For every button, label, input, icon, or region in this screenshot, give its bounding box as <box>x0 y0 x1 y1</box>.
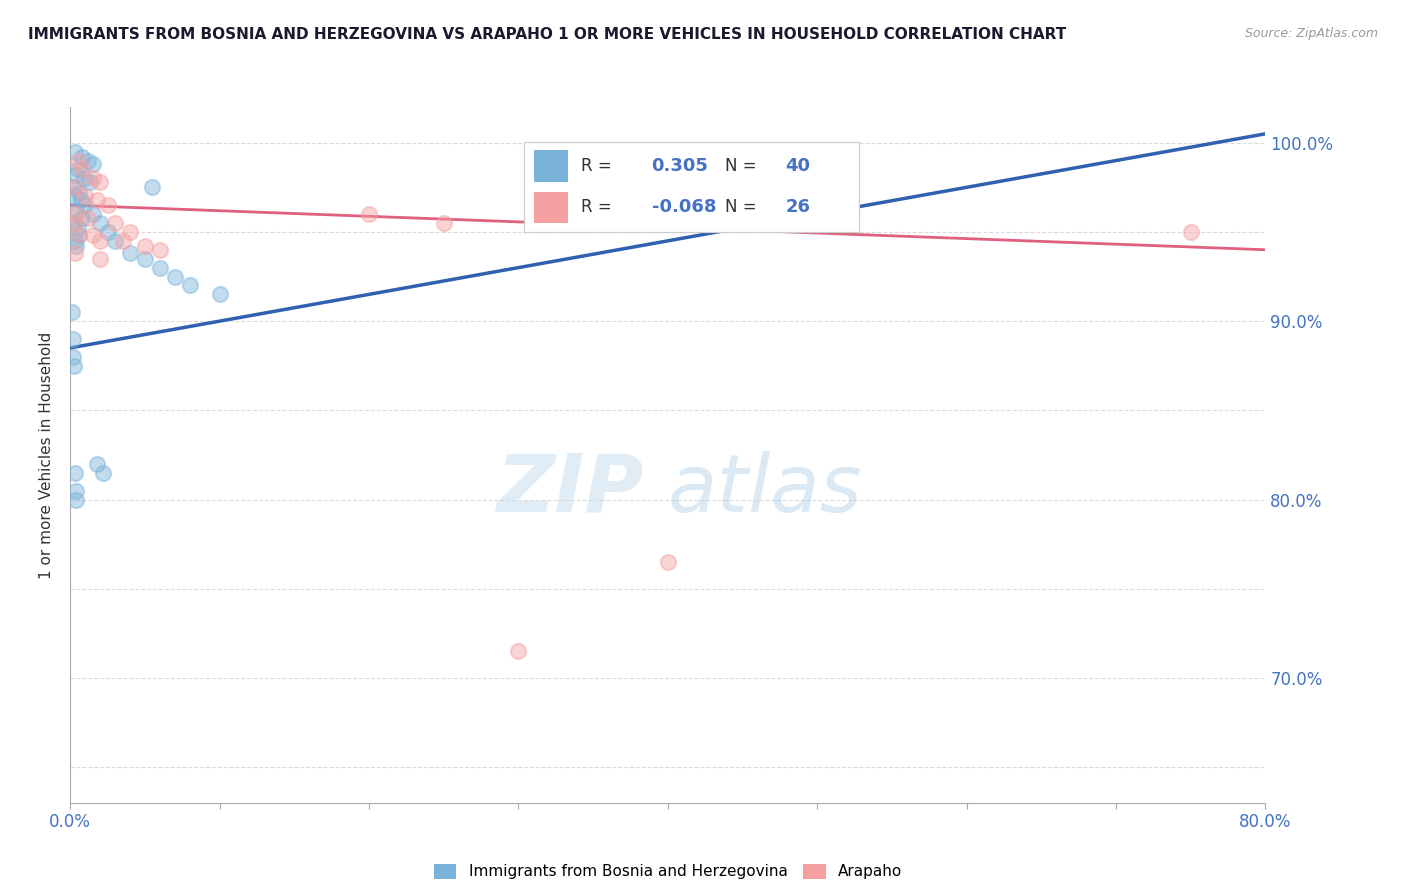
Point <box>208 287 231 301</box>
Text: 0.305: 0.305 <box>651 157 709 175</box>
Point <box>70 150 93 164</box>
Text: 26: 26 <box>786 198 810 216</box>
Point <box>62 332 84 346</box>
Point <box>65 483 87 498</box>
Point <box>70 162 93 177</box>
Point <box>67 228 90 243</box>
Text: IMMIGRANTS FROM BOSNIA AND HERZEGOVINA VS ARAPAHO 1 OR MORE VEHICLES IN HOUSEHOL: IMMIGRANTS FROM BOSNIA AND HERZEGOVINA V… <box>28 27 1066 42</box>
Point <box>60 305 83 319</box>
Point <box>82 157 104 171</box>
Point <box>65 207 87 221</box>
Point <box>63 189 86 203</box>
Point <box>70 211 93 225</box>
Point <box>86 457 108 471</box>
Text: Source: ZipAtlas.com: Source: ZipAtlas.com <box>1244 27 1378 40</box>
Y-axis label: 1 or more Vehicles in Household: 1 or more Vehicles in Household <box>39 331 55 579</box>
Point <box>163 269 186 284</box>
Point <box>62 216 84 230</box>
Point <box>89 234 111 248</box>
Point <box>104 234 127 248</box>
Point <box>62 216 84 230</box>
Point <box>73 171 96 186</box>
Point <box>104 216 127 230</box>
Text: N =: N = <box>725 198 762 216</box>
Point <box>111 234 134 248</box>
Point <box>89 252 111 266</box>
Point <box>91 466 114 480</box>
Point <box>82 207 104 221</box>
Point <box>179 278 201 293</box>
Point <box>65 239 87 253</box>
Point <box>63 145 86 159</box>
Point <box>82 171 104 186</box>
Text: R =: R = <box>581 198 617 216</box>
Point <box>65 492 87 507</box>
Point <box>141 180 163 194</box>
Point <box>359 207 381 221</box>
Point <box>120 246 141 260</box>
Point <box>1180 225 1202 239</box>
Point <box>77 153 100 168</box>
Text: -0.068: -0.068 <box>651 198 716 216</box>
Text: atlas: atlas <box>668 450 863 529</box>
Legend: Immigrants from Bosnia and Herzegovina, Arapaho: Immigrants from Bosnia and Herzegovina, … <box>427 857 908 886</box>
Point <box>65 203 87 218</box>
Point <box>120 225 141 239</box>
Text: ZIP: ZIP <box>496 450 644 529</box>
Point <box>63 234 86 248</box>
Point <box>79 175 101 189</box>
Text: N =: N = <box>725 157 762 175</box>
Point <box>75 189 97 203</box>
Point <box>77 211 100 225</box>
Point <box>657 555 679 569</box>
Point <box>134 239 156 253</box>
Point <box>66 221 89 235</box>
Point <box>62 350 84 364</box>
Point <box>89 216 111 230</box>
Point <box>97 225 120 239</box>
Point <box>89 175 111 189</box>
Point <box>433 216 456 230</box>
Point <box>82 228 104 243</box>
Point <box>149 243 172 257</box>
Point <box>63 180 86 194</box>
Bar <box>534 192 568 223</box>
Point <box>62 180 84 194</box>
Point <box>97 198 120 212</box>
Point <box>75 198 97 212</box>
Bar <box>534 150 568 182</box>
Point <box>149 260 172 275</box>
Point <box>63 466 86 480</box>
Point <box>63 246 86 260</box>
Point <box>65 168 87 182</box>
Point <box>69 193 91 207</box>
Point <box>67 186 90 200</box>
Point <box>86 193 108 207</box>
Text: R =: R = <box>581 157 617 175</box>
Point <box>134 252 156 266</box>
Point <box>66 162 89 177</box>
Point <box>66 153 89 168</box>
Text: 40: 40 <box>786 157 810 175</box>
Point <box>63 359 86 373</box>
Point <box>508 644 530 658</box>
Point <box>67 228 90 243</box>
